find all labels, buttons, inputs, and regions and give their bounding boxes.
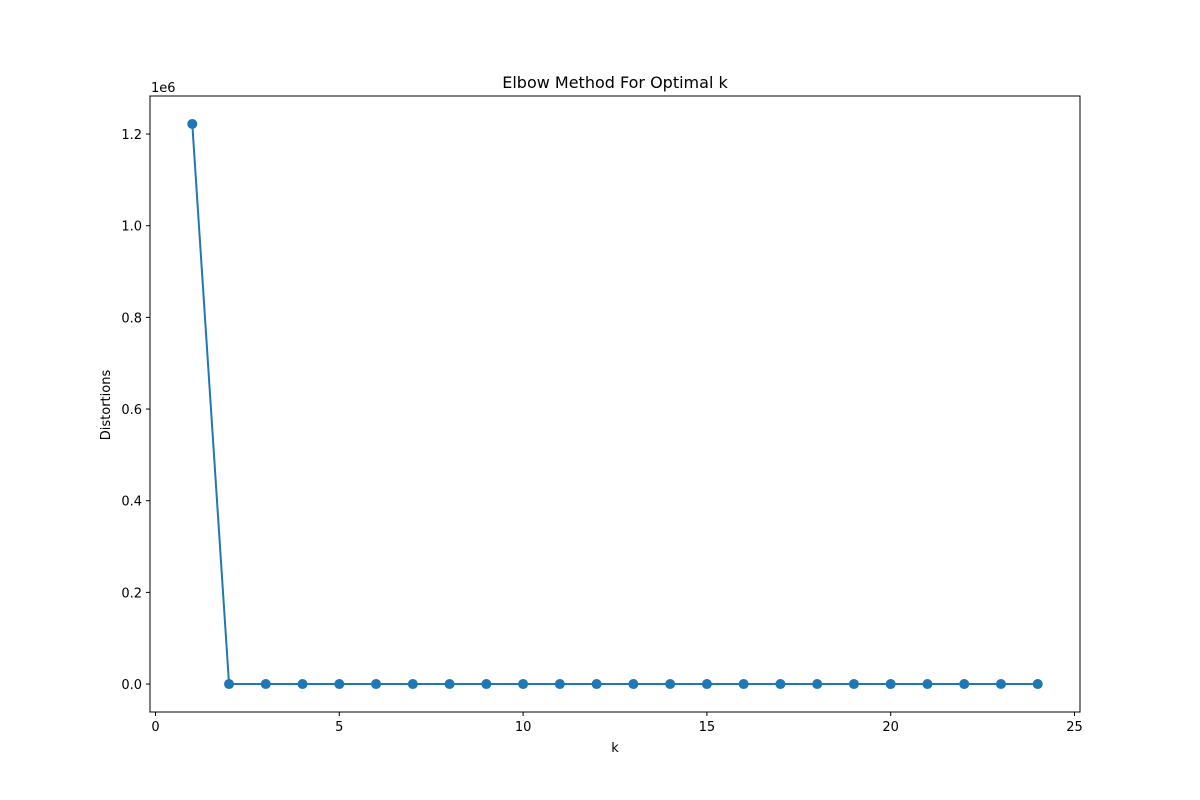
data-point (371, 679, 382, 690)
data-point (518, 679, 529, 690)
data-point (481, 679, 492, 690)
data-point (224, 679, 235, 690)
data-point (1032, 679, 1043, 690)
series-line (191, 123, 1038, 686)
data-point (554, 679, 565, 690)
y-tick-label: 0.2 (121, 586, 142, 601)
data-point (885, 679, 896, 690)
y-tick-label: 1.2 (121, 128, 142, 143)
data-point (407, 679, 418, 690)
data-point (775, 679, 786, 690)
y-tick-label: 0.8 (121, 311, 142, 326)
data-point (444, 679, 455, 690)
y-axis-label: Distortions (99, 370, 114, 441)
x-axis-label: k (611, 741, 619, 756)
chart-title: Elbow Method For Optimal k (502, 73, 728, 92)
data-point (628, 679, 639, 690)
data-point (812, 679, 823, 690)
data-point (701, 679, 712, 690)
data-point (995, 679, 1006, 690)
x-tick-label: 10 (515, 720, 532, 735)
series-distortions (187, 118, 1043, 690)
data-point (187, 118, 198, 129)
data-point (922, 679, 933, 690)
y-tick-label: 0.4 (121, 495, 142, 510)
x-tick-label: 0 (151, 720, 159, 735)
x-tick-label: 25 (1066, 720, 1083, 735)
data-point (665, 679, 676, 690)
data-point (297, 679, 308, 690)
y-offset-label: 1e6 (151, 81, 176, 96)
data-point (334, 679, 345, 690)
y-tick-label: 0.6 (121, 403, 142, 418)
data-point (591, 679, 602, 690)
y-tick-label: 1.0 (121, 220, 142, 235)
y-tick-label: 0.0 (121, 678, 142, 693)
x-axis: 0 5 10 15 20 25 (151, 712, 1083, 735)
y-axis: 0.0 0.2 0.4 0.6 0.8 1.0 1.2 (121, 128, 150, 693)
x-tick-label: 20 (882, 720, 899, 735)
data-point (959, 679, 970, 690)
x-tick-label: 15 (699, 720, 716, 735)
data-point (848, 679, 859, 690)
data-point (738, 679, 749, 690)
x-tick-label: 5 (335, 720, 343, 735)
plot-area (149, 95, 1081, 713)
data-point (260, 679, 271, 690)
